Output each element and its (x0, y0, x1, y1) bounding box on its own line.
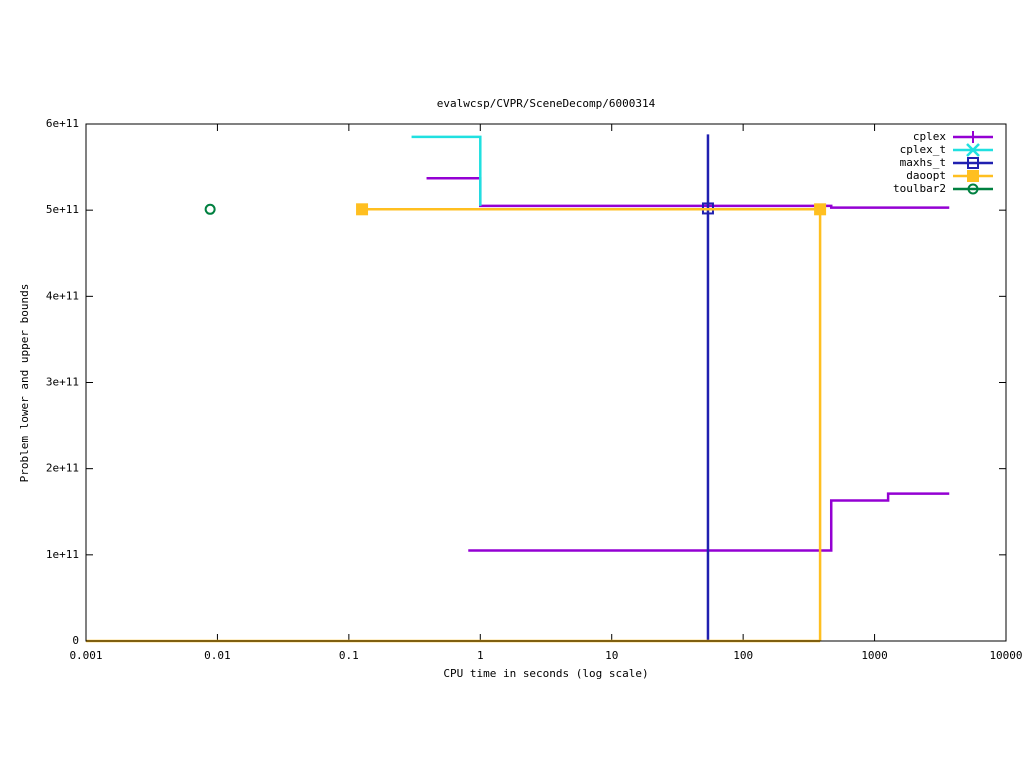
y-tick-label: 3e+11 (46, 376, 79, 389)
x-tick-label: 10000 (989, 649, 1022, 662)
series-line (426, 177, 950, 552)
legend-label: maxhs_t (900, 156, 946, 169)
legend-marker (967, 157, 979, 169)
x-tick-label: 1 (477, 649, 484, 662)
y-tick-label: 6e+11 (46, 117, 79, 130)
x-tick-label: 0.1 (339, 649, 359, 662)
legend-label: cplex_t (900, 143, 946, 156)
chart-title: evalwcsp/CVPR/SceneDecomp/6000314 (437, 97, 656, 110)
legend-marker (967, 170, 979, 182)
x-tick-label: 0.001 (69, 649, 102, 662)
x-tick-label: 0.01 (204, 649, 231, 662)
legend-label: toulbar2 (893, 182, 946, 195)
series-line (411, 135, 482, 206)
x-tick-label: 100 (733, 649, 753, 662)
marker (356, 203, 369, 216)
plot-border (85, 123, 1007, 642)
x-tick-label: 1000 (861, 649, 888, 662)
y-tick-label: 4e+11 (46, 289, 79, 302)
marker (814, 203, 827, 216)
legend-marker (966, 143, 980, 157)
x-axis-label: CPU time in seconds (log scale) (443, 667, 648, 680)
legend-marker (967, 131, 979, 143)
y-tick-label: 0 (72, 634, 79, 647)
y-tick-label: 2e+11 (46, 462, 79, 475)
x-tick-label: 10 (605, 649, 618, 662)
legend-marker (967, 183, 979, 195)
y-tick-label: 5e+11 (46, 203, 79, 216)
y-tick-label: 1e+11 (46, 548, 79, 561)
legend-label: cplex (913, 130, 946, 143)
marker (204, 203, 216, 215)
y-axis-label: Problem lower and upper bounds (18, 284, 31, 483)
legend-label: daoopt (906, 169, 946, 182)
